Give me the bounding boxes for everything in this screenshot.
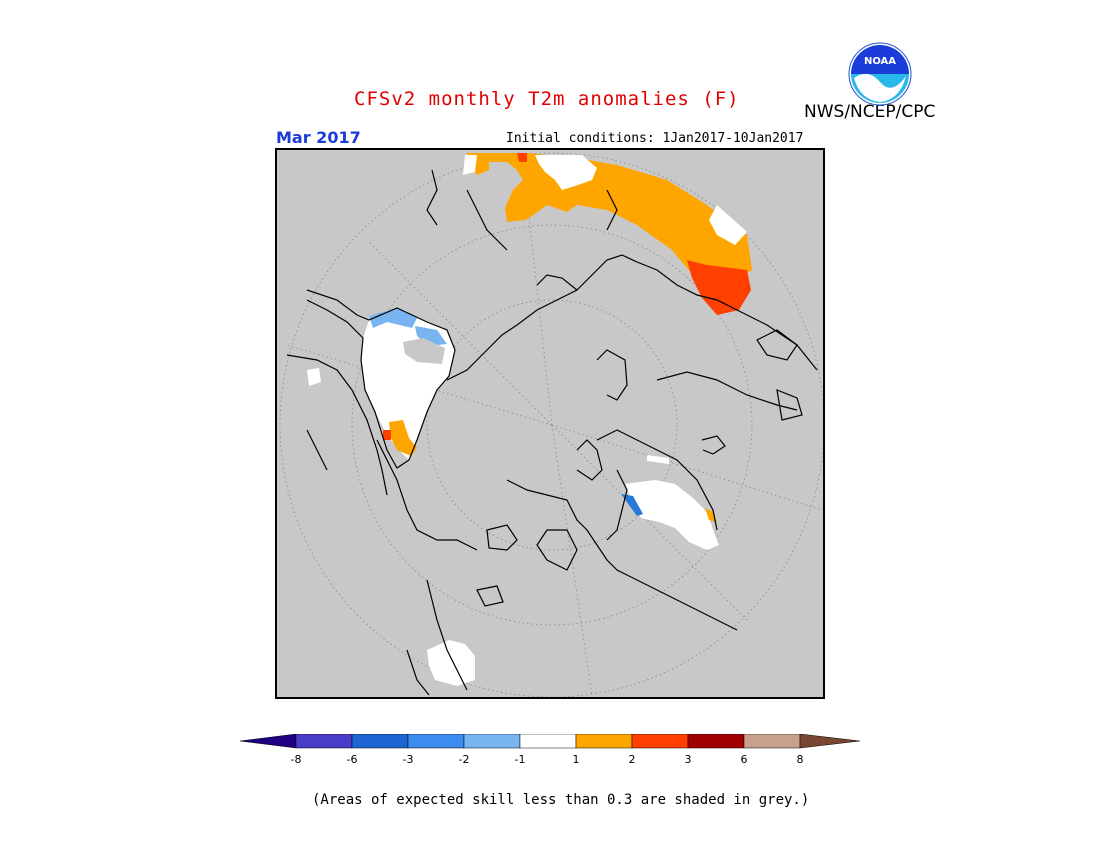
latitude-circles [279, 152, 823, 697]
coastlines [286, 169, 818, 696]
legend-label: -6 [346, 753, 358, 766]
initial-conditions: Initial conditions: 1Jan2017-10Jan2017 [506, 131, 804, 146]
legend-swatch [295, 734, 353, 749]
legend-colorbar [240, 734, 860, 749]
polar-projection [279, 152, 823, 697]
legend-label: 8 [796, 753, 804, 766]
legend-label: -1 [514, 753, 526, 766]
siberia-white-patch-2 [709, 205, 747, 245]
greenland-warm [389, 420, 417, 456]
forecast-month: Mar 2017 [276, 128, 361, 147]
anomaly-map [275, 148, 825, 699]
coastal-hot-spot [517, 153, 527, 162]
legend-label: 2 [628, 753, 636, 766]
east-siberia-hot-region [687, 260, 751, 315]
legend-swatch [351, 734, 409, 749]
legend-label: 6 [740, 753, 748, 766]
siberia-white-patch [535, 155, 597, 190]
greenland-hot [383, 430, 391, 440]
legend-label: -3 [402, 753, 414, 766]
europe-white-strip [647, 455, 669, 464]
alaska-near-normal [307, 368, 321, 386]
noaa-logo: NOAA [848, 42, 912, 106]
legend-label: -8 [290, 753, 302, 766]
legend-swatch [687, 734, 745, 749]
legend-label: 3 [684, 753, 692, 766]
legend-swatch [407, 734, 465, 749]
legend-swatch [575, 734, 633, 749]
north-america-near-normal [427, 640, 475, 686]
europe-near-normal [625, 480, 719, 550]
legend-swatch [743, 734, 801, 749]
meridians [286, 152, 823, 697]
legend-swatch [631, 734, 689, 749]
siberia-white-patch-3 [463, 155, 477, 175]
siberia-warm-region [467, 153, 752, 285]
europe-warm-edge [705, 508, 717, 522]
europe-cool-edge [621, 494, 643, 516]
legend-swatch-max [799, 734, 860, 749]
skill-footnote: (Areas of expected skill less than 0.3 a… [312, 792, 810, 808]
legend-swatch-min [240, 734, 297, 749]
legend-label: 1 [572, 753, 580, 766]
greenland-grey [403, 338, 445, 364]
logo-text: NOAA [864, 56, 896, 67]
greenland-cool [369, 308, 417, 328]
legend-swatch [519, 734, 577, 749]
agency-label: NWS/NCEP/CPC [804, 102, 936, 122]
map-title: CFSv2 monthly T2m anomalies (F) [354, 88, 740, 110]
legend-label: -2 [458, 753, 470, 766]
legend-swatch [463, 734, 521, 749]
